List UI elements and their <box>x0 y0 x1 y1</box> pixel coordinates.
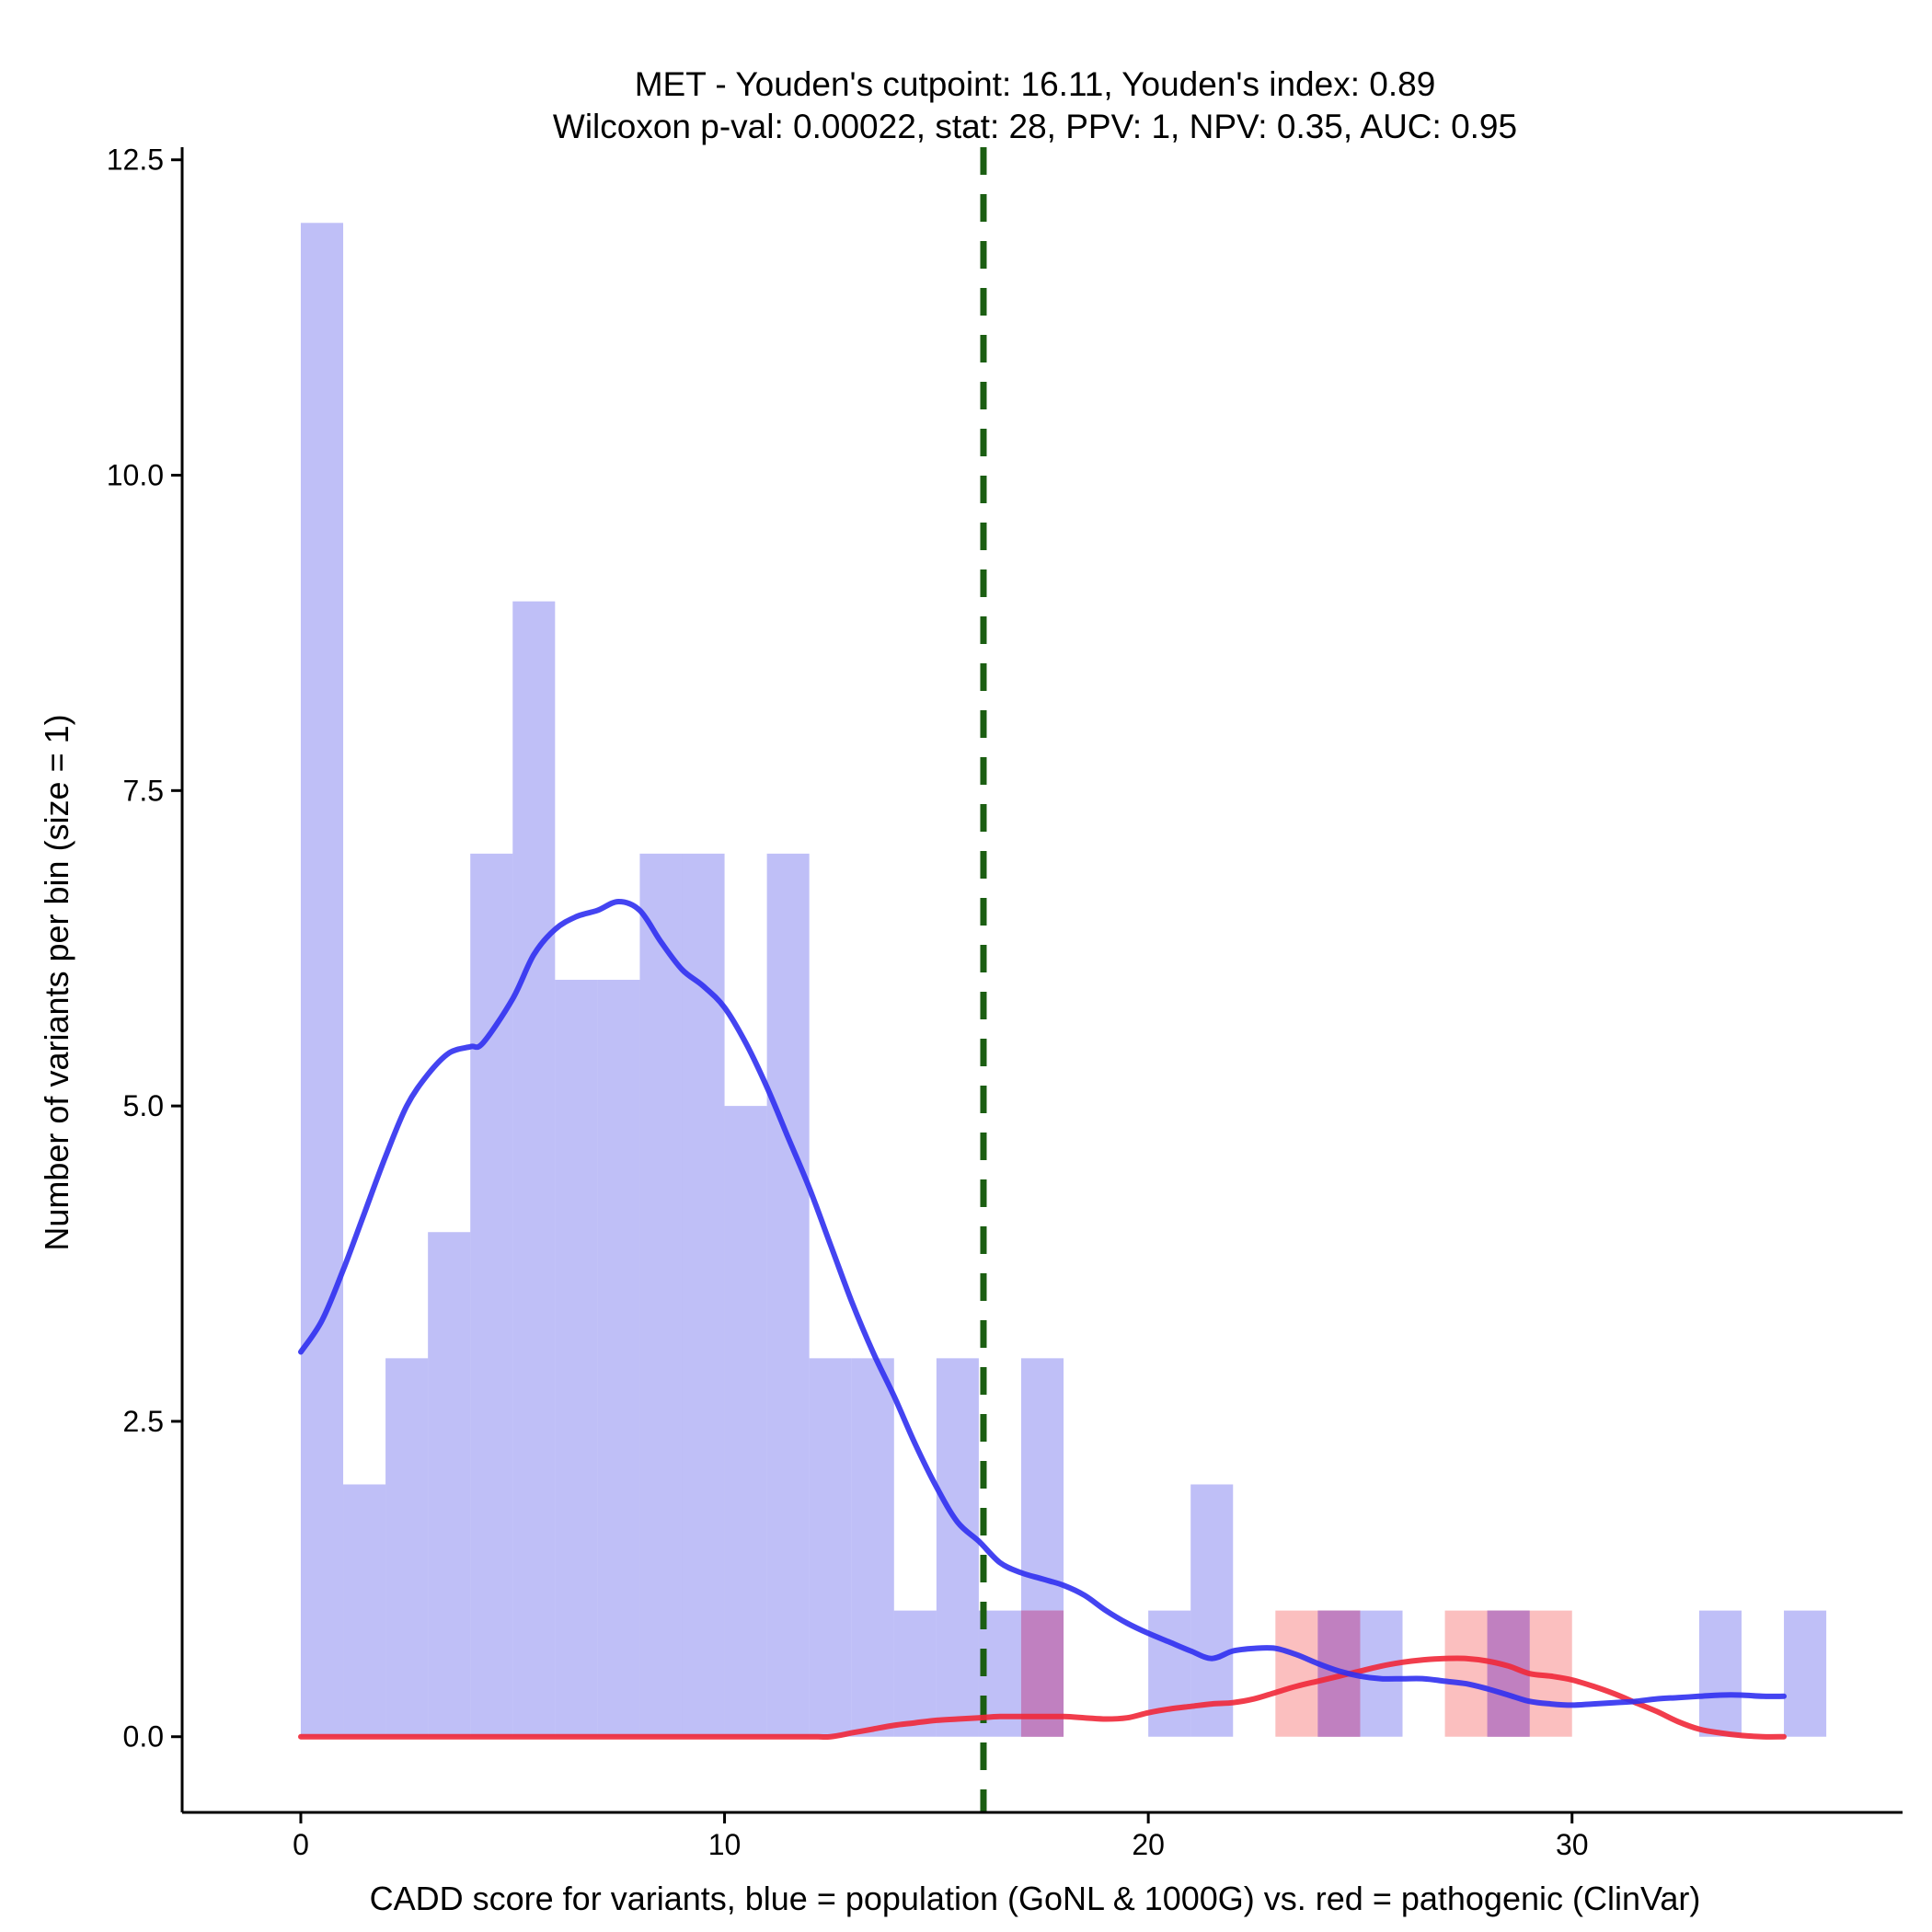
x-tick-label-30: 30 <box>1556 1828 1589 1861</box>
y-tick-label-7.5: 7.5 <box>123 774 164 807</box>
x-tick-label-0: 0 <box>293 1828 309 1861</box>
axis-ticks: 0 10 20 30 0.0 2.5 5.0 7.5 10.0 12.5 <box>107 144 1589 1861</box>
population-bar-0 <box>300 223 344 1737</box>
population-bar-3 <box>428 1232 471 1737</box>
pathogenic-density-curve <box>298 1655 1787 1741</box>
pathogenic-bar-27 <box>1444 1610 1488 1737</box>
population-bar-2 <box>385 1358 429 1737</box>
y-tick-label-0.0: 0.0 <box>123 1720 164 1754</box>
population-bar-7 <box>597 980 640 1737</box>
population-bar-1 <box>343 1484 386 1737</box>
y-tick-label-10.0: 10.0 <box>107 459 164 492</box>
population-bar-33 <box>1698 1610 1742 1737</box>
chart-title: MET - Youden's cutpoint: 16.11, Youden's… <box>635 65 1436 103</box>
y-tick-label-2.5: 2.5 <box>123 1405 164 1438</box>
y-tick-label-12.5: 12.5 <box>107 144 164 177</box>
population-bar-21 <box>1190 1484 1234 1737</box>
y-axis-label: Number of variants per bin (size = 1) <box>38 714 75 1250</box>
population-bar-14 <box>893 1610 937 1737</box>
x-tick-label-20: 20 <box>1132 1828 1165 1861</box>
population-bar-11 <box>766 853 810 1737</box>
population-bar-10 <box>724 1106 767 1737</box>
x-tick-label-10: 10 <box>708 1828 742 1861</box>
pathogenic-bar-23 <box>1275 1610 1318 1737</box>
population-bar-15 <box>936 1358 979 1737</box>
population-bar-8 <box>639 853 683 1737</box>
y-tick-label-5.0: 5.0 <box>123 1089 164 1122</box>
population-bar-13 <box>851 1358 894 1737</box>
population-bar-4 <box>470 853 513 1737</box>
population-bar-5 <box>512 601 556 1737</box>
density-curves <box>298 899 1787 1741</box>
population-bar-20 <box>1148 1610 1191 1737</box>
histogram-bars <box>300 223 1827 1737</box>
population-bar-35 <box>1784 1610 1827 1737</box>
axes <box>180 147 1903 1814</box>
population-density-curve <box>298 899 1787 1708</box>
population-bar-6 <box>555 980 598 1737</box>
population-bar-12 <box>809 1358 852 1737</box>
x-axis-label: CADD score for variants, blue = populati… <box>370 1880 1701 1917</box>
chart-subtitle: Wilcoxon p-val: 0.00022, stat: 28, PPV: … <box>553 108 1517 145</box>
population-bar-25 <box>1360 1610 1403 1737</box>
